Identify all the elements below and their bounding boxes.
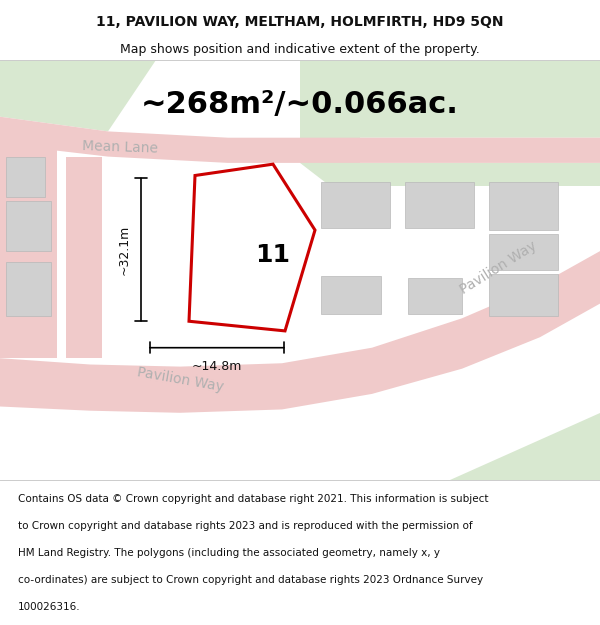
Text: Contains OS data © Crown copyright and database right 2021. This information is : Contains OS data © Crown copyright and d…: [18, 494, 488, 504]
Text: Pavilion Way: Pavilion Way: [457, 239, 539, 297]
Text: Mean Lane: Mean Lane: [82, 139, 158, 155]
Polygon shape: [66, 157, 102, 358]
Text: HM Land Registry. The polygons (including the associated geometry, namely x, y: HM Land Registry. The polygons (includin…: [18, 548, 440, 558]
Polygon shape: [189, 164, 315, 331]
Text: co-ordinates) are subject to Crown copyright and database rights 2023 Ordnance S: co-ordinates) are subject to Crown copyr…: [18, 575, 483, 585]
Polygon shape: [450, 412, 600, 480]
Bar: [408, 278, 462, 314]
Text: ~14.8m: ~14.8m: [192, 360, 242, 373]
Bar: [489, 182, 558, 230]
Polygon shape: [0, 60, 156, 131]
Text: 100026316.: 100026316.: [18, 602, 80, 612]
Bar: [6, 262, 51, 316]
Bar: [6, 201, 51, 251]
Polygon shape: [300, 60, 600, 186]
Bar: [321, 182, 390, 228]
Polygon shape: [0, 117, 600, 163]
Text: 11, PAVILION WAY, MELTHAM, HOLMFIRTH, HD9 5QN: 11, PAVILION WAY, MELTHAM, HOLMFIRTH, HD…: [96, 15, 504, 29]
Bar: [489, 234, 558, 270]
Text: to Crown copyright and database rights 2023 and is reproduced with the permissio: to Crown copyright and database rights 2…: [18, 521, 473, 531]
Bar: [489, 274, 558, 316]
Text: 11: 11: [255, 243, 290, 267]
Bar: [405, 182, 474, 228]
Bar: [321, 276, 381, 314]
Text: ~268m²/~0.066ac.: ~268m²/~0.066ac.: [141, 89, 459, 119]
Polygon shape: [0, 144, 57, 358]
Text: ~32.1m: ~32.1m: [118, 224, 131, 275]
Text: Map shows position and indicative extent of the property.: Map shows position and indicative extent…: [120, 43, 480, 56]
Polygon shape: [0, 251, 600, 412]
Bar: [6, 157, 45, 196]
Text: Pavilion Way: Pavilion Way: [136, 366, 224, 394]
